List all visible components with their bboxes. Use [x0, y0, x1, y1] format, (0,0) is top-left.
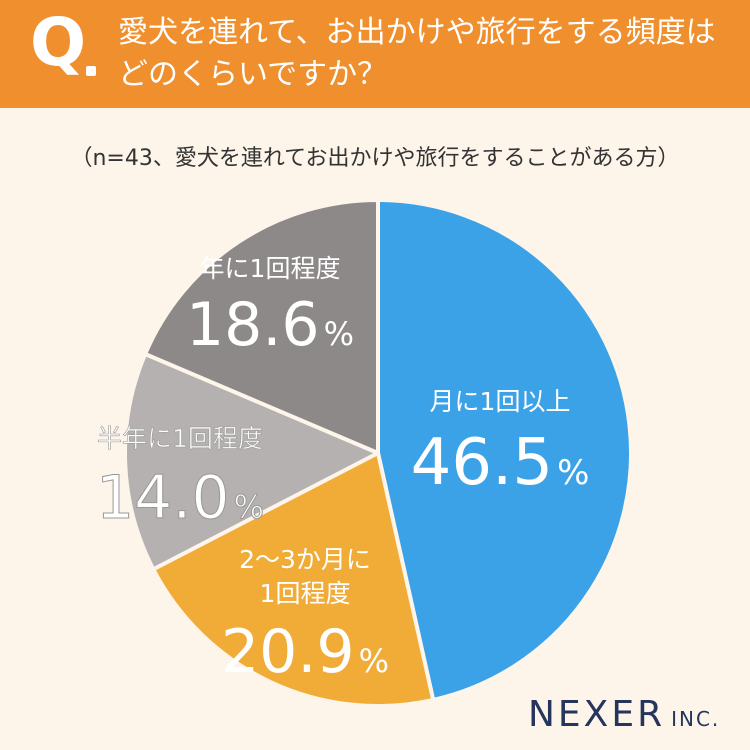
question-header: Q 愛犬を連れて、お出かけや旅行をする頻度は どのくらいですか？ [0, 0, 750, 108]
slice-value-unit-1: % [359, 642, 389, 680]
sample-note: （n=43、愛犬を連れてお出かけや旅行をすることがある方） [70, 146, 680, 171]
slice-label-2-0: 半年に1回程度 [97, 424, 263, 453]
q-mark: Q [30, 4, 86, 81]
slice-label-0-0: 月に1回以上 [430, 387, 571, 416]
logo-main: NEXER [528, 694, 666, 735]
slice-value-0: 46.5% [411, 426, 590, 500]
pie-slice-3 [143, 198, 380, 455]
question-title-line2: どのくらいですか？ [118, 57, 388, 92]
slice-label-1-0: 2〜3か月に [239, 545, 371, 574]
slice-value-number-0: 46.5 [411, 426, 554, 500]
question-title-line1: 愛犬を連れて、お出かけや旅行をする頻度は [118, 15, 716, 50]
slice-value-number-1: 20.9 [221, 617, 355, 687]
pie-slice-0 [376, 198, 634, 702]
slice-value-unit-0: % [557, 453, 589, 493]
logo-sub: INC. [671, 707, 721, 731]
nexer-logo: NEXER INC. [528, 694, 720, 735]
slice-value-3: 18.6% [186, 290, 354, 360]
slice-value-1: 20.9% [221, 617, 389, 687]
pie-slice-2 [123, 351, 380, 572]
slice-label-3-0: 年に1回程度 [200, 254, 341, 283]
slice-value-number-3: 18.6 [186, 290, 320, 360]
slice-value-unit-3: % [324, 315, 354, 353]
question-title: 愛犬を連れて、お出かけや旅行をする頻度は どのくらいですか？ [118, 12, 738, 96]
slice-label-1-1: 1回程度 [260, 579, 351, 608]
pie-slice-1 [151, 451, 436, 708]
slice-value-2: 14.0% [96, 463, 264, 533]
slice-value-number-2: 14.0 [96, 463, 230, 533]
slice-value-unit-2: % [234, 488, 264, 526]
q-dot [86, 66, 96, 76]
